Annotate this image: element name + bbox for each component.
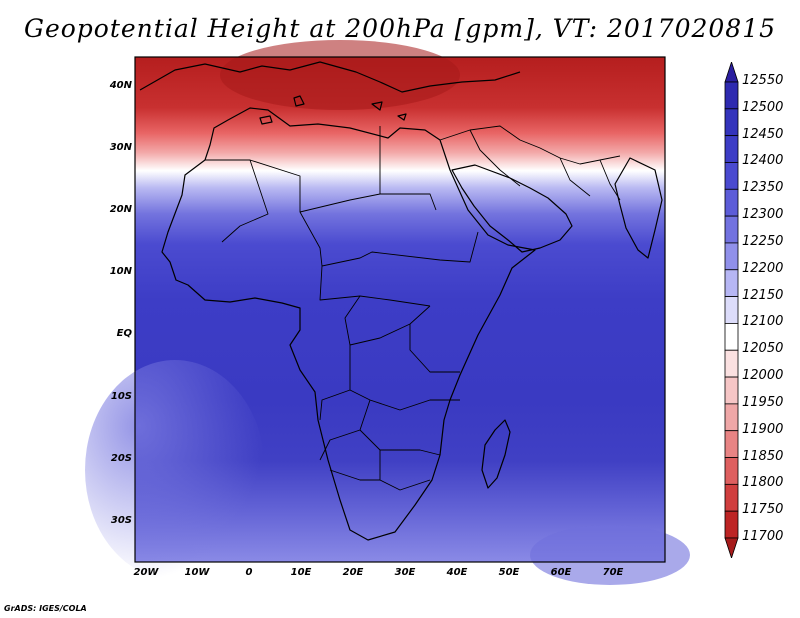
legend-swatch	[724, 457, 739, 485]
legend-level-label: 11750	[742, 502, 784, 518]
middle-east-borders	[439, 125, 621, 201]
legend-level-label: 11850	[742, 448, 784, 464]
legend-level-label: 12350	[742, 180, 784, 196]
legend-swatch	[724, 81, 739, 110]
plot-frame	[134, 56, 666, 563]
europe-coastline	[139, 61, 521, 93]
legend-bottom-arrow	[724, 537, 739, 558]
lat-tick-label: 20S	[110, 453, 132, 464]
lon-tick-label: 70E	[602, 567, 624, 578]
lon-tick-label: 40E	[446, 567, 468, 578]
legend-level-label: 12300	[742, 207, 784, 223]
chart-title: Geopotential Height at 200hPa [gpm], VT:…	[23, 14, 777, 43]
lon-tick-label: 30E	[394, 567, 416, 578]
arabia-coastline	[451, 164, 573, 253]
coastlines-and-borders	[139, 61, 663, 541]
legend-swatch	[724, 162, 739, 190]
legend-swatch	[724, 296, 739, 324]
legend-swatch	[724, 483, 739, 512]
southeast-low-height-region	[530, 525, 690, 585]
legend-level-label: 11950	[742, 394, 784, 410]
legend-level-label: 12250	[742, 233, 784, 249]
lat-tick-label: EQ	[116, 328, 132, 339]
lon-tick-label: 20W	[133, 567, 159, 578]
legend-swatch	[724, 349, 739, 378]
lat-tick-label: 30N	[109, 142, 132, 153]
legend-top-arrow	[724, 62, 739, 83]
legend-level-label: 12050	[742, 341, 784, 357]
legend-level-label: 12400	[742, 153, 784, 169]
legend-level-label: 12100	[742, 314, 784, 330]
lon-tick-label: 0	[245, 567, 253, 578]
lon-tick-label: 50E	[498, 567, 520, 578]
lat-tick-label: 10N	[109, 266, 132, 277]
legend-level-label: 11700	[742, 529, 784, 544]
africa-coastline	[161, 107, 536, 541]
lat-tick-label: 30S	[110, 515, 132, 526]
southwest-low-height-region	[85, 360, 265, 580]
color-legend	[724, 62, 739, 558]
legend-swatch	[724, 269, 739, 297]
lat-tick-label: 40N	[109, 80, 132, 91]
legend-level-label: 12000	[742, 368, 784, 384]
legend-level-label: 12500	[742, 99, 784, 115]
mediterranean-islands	[259, 95, 407, 125]
legend-level-label: 11800	[742, 475, 784, 491]
lat-tick-label: 10S	[110, 391, 132, 402]
legend-swatch	[724, 108, 739, 137]
lon-tick-label: 20E	[342, 567, 364, 578]
legend-level-label: 12150	[742, 287, 784, 303]
legend-swatch	[724, 430, 739, 458]
legend-swatch	[724, 215, 739, 244]
political-borders	[205, 126, 479, 491]
india-coastline	[614, 157, 663, 259]
legend-swatch	[724, 403, 739, 432]
legend-swatch	[724, 242, 739, 271]
legend-swatch	[724, 376, 739, 405]
legend-swatch	[724, 323, 739, 351]
madagascar-coastline	[481, 419, 511, 489]
lat-tick-label: 20N	[109, 204, 132, 215]
legend-swatch	[724, 188, 739, 217]
legend-level-label: 12200	[742, 260, 784, 276]
legend-level-label: 12550	[742, 73, 784, 88]
lon-tick-label: 10W	[184, 567, 210, 578]
credit-text: GrADS: IGES/COLA	[4, 604, 87, 613]
legend-swatch	[724, 510, 739, 539]
legend-level-label: 11900	[742, 421, 784, 437]
central-high-height-core	[220, 40, 460, 110]
lon-tick-label: 10E	[290, 567, 312, 578]
legend-swatch	[724, 135, 739, 163]
legend-level-label: 12450	[742, 126, 784, 142]
lon-tick-label: 60E	[550, 567, 572, 578]
